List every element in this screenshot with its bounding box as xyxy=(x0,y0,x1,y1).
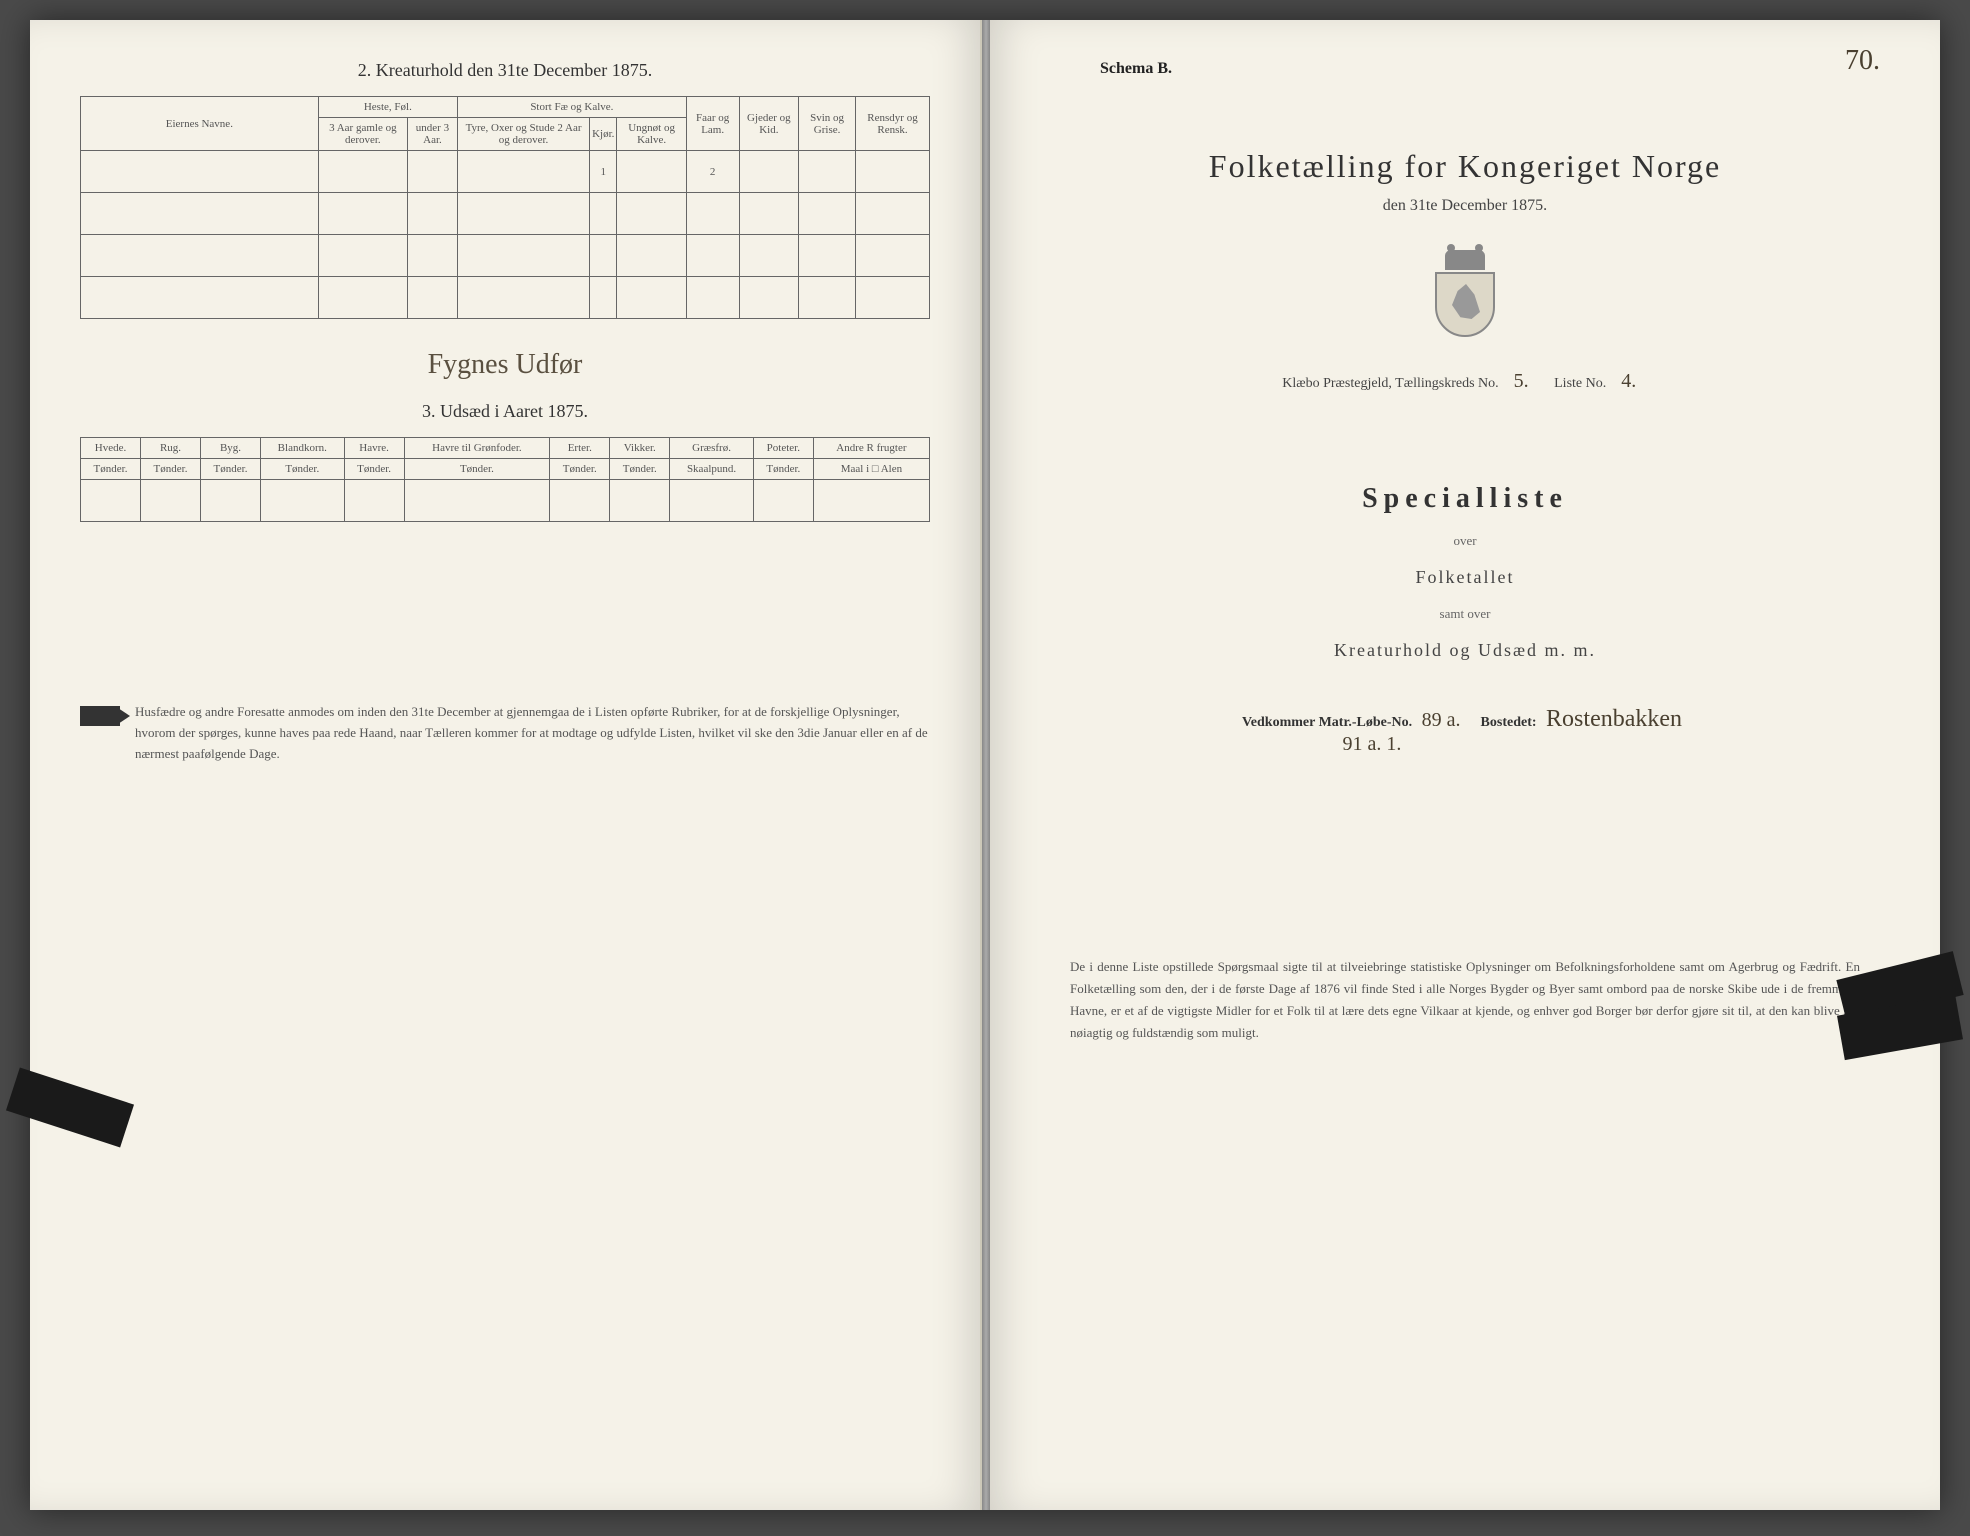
coat-of-arms-icon xyxy=(1430,250,1500,340)
unit: Tønder. xyxy=(550,459,610,480)
col: Rug. xyxy=(141,438,201,459)
udsaed-table: Hvede. Rug. Byg. Blandkorn. Havre. Havre… xyxy=(80,437,930,522)
crown-icon xyxy=(1445,250,1485,270)
meta-prefix: Klæbo Præstegjeld, Tællingskreds No. xyxy=(1282,376,1498,391)
bostedet-label: Bostedet: xyxy=(1481,715,1537,730)
unit: Tønder. xyxy=(753,459,813,480)
col-gjeder: Gjeder og Kid. xyxy=(739,97,799,151)
left-page: 2. Kreaturhold den 31te December 1875. E… xyxy=(30,20,982,1510)
col: Byg. xyxy=(201,438,261,459)
sub-date: den 31te December 1875. xyxy=(1040,197,1890,215)
col-faar: Faar og Lam. xyxy=(686,97,739,151)
schema-label: Schema B. xyxy=(1100,60,1890,78)
unit: Tønder. xyxy=(404,459,550,480)
unit: Tønder. xyxy=(201,459,261,480)
grp-stort: Stort Fæ og Kalve. xyxy=(457,97,686,118)
vedkommer-label: Vedkommer Matr.-Løbe-No. xyxy=(1242,715,1412,730)
main-title: Folketælling for Kongeriget Norge xyxy=(1040,148,1890,185)
col: Vikker. xyxy=(610,438,670,459)
book-spine xyxy=(982,20,990,1510)
vedkommer-line: Vedkommer Matr.-Løbe-No. 89 a. Bostedet:… xyxy=(1040,706,1890,756)
unit: Tønder. xyxy=(610,459,670,480)
col: Hvede. xyxy=(81,438,141,459)
samt-label: samt over xyxy=(1040,606,1890,622)
unit: Tønder. xyxy=(141,459,201,480)
col: Erter. xyxy=(550,438,610,459)
udsaed-header-row: Hvede. Rug. Byg. Blandkorn. Havre. Havre… xyxy=(81,438,930,459)
col: Poteter. xyxy=(753,438,813,459)
unit: Skaalpund. xyxy=(670,459,754,480)
udsaed-unit-row: Tønder. Tønder. Tønder. Tønder. Tønder. … xyxy=(81,459,930,480)
cell xyxy=(318,151,407,193)
cell xyxy=(617,151,686,193)
sub-s3: Ungnøt og Kalve. xyxy=(617,118,686,151)
col: Havre til Grønfoder. xyxy=(404,438,550,459)
kreatur-label: Kreaturhold og Udsæd m. m. xyxy=(1040,640,1890,661)
matr-no: 89 a. xyxy=(1422,709,1461,731)
unit: Tønder. xyxy=(81,459,141,480)
bostedet: Rostenbakken xyxy=(1546,706,1682,732)
liste-no: 4. xyxy=(1614,370,1644,393)
unit: Maal i □ Alen xyxy=(813,459,929,480)
left-footnote: Husfædre og andre Foresatte anmodes om i… xyxy=(80,702,930,764)
cell xyxy=(81,151,319,193)
matr-no-2: 91 a. 1. xyxy=(1343,733,1402,755)
footnote-text: Husfædre og andre Foresatte anmodes om i… xyxy=(135,702,930,764)
cell-kjor: 1 xyxy=(590,151,617,193)
cell xyxy=(407,151,457,193)
col-rensdyr: Rensdyr og Rensk. xyxy=(856,97,930,151)
cell xyxy=(856,151,930,193)
cell xyxy=(799,151,856,193)
cell xyxy=(457,151,589,193)
cell xyxy=(739,151,799,193)
liste-label: Liste No. xyxy=(1554,376,1606,391)
sub-s2: Kjør. xyxy=(590,118,617,151)
sub-s1: Tyre, Oxer og Stude 2 Aar og derover. xyxy=(457,118,589,151)
folketallet-label: Folketallet xyxy=(1040,567,1890,588)
cell-faar: 2 xyxy=(686,151,739,193)
book-spread: 2. Kreaturhold den 31te December 1875. E… xyxy=(30,20,1940,1510)
over-label: over xyxy=(1040,533,1890,549)
sub-h2: under 3 Aar. xyxy=(407,118,457,151)
binder-clip xyxy=(6,1068,134,1148)
meta-line: Klæbo Præstegjeld, Tællingskreds No. 5. … xyxy=(1040,370,1890,393)
unit: Tønder. xyxy=(344,459,404,480)
col: Havre. xyxy=(344,438,404,459)
unit: Tønder. xyxy=(261,459,345,480)
specialliste-title: Specialliste xyxy=(1040,483,1890,515)
right-page: Schema B. 70. Folketælling for Kongerige… xyxy=(990,20,1940,1510)
page-number: 70. xyxy=(1845,45,1880,77)
grp-heste: Heste, Føl. xyxy=(318,97,457,118)
kreds-no: 5. xyxy=(1506,370,1536,393)
col-eiernes: Eiernes Navne. xyxy=(81,97,319,151)
pointing-hand-icon xyxy=(80,706,120,726)
right-footnote: De i denne Liste opstillede Spørgsmaal s… xyxy=(1040,956,1890,1044)
section-3-title: 3. Udsæd i Aaret 1875. xyxy=(80,401,930,422)
signature: Fygnes Udfør xyxy=(80,349,930,381)
col: Græsfrø. xyxy=(670,438,754,459)
col-svin: Svin og Grise. xyxy=(799,97,856,151)
section-2-title: 2. Kreaturhold den 31te December 1875. xyxy=(80,60,930,81)
sub-h1: 3 Aar gamle og derover. xyxy=(318,118,407,151)
col: Andre R frugter xyxy=(813,438,929,459)
kreaturhold-table: Eiernes Navne. Heste, Føl. Stort Fæ og K… xyxy=(80,96,930,319)
shield-icon xyxy=(1435,272,1495,337)
col: Blandkorn. xyxy=(261,438,345,459)
